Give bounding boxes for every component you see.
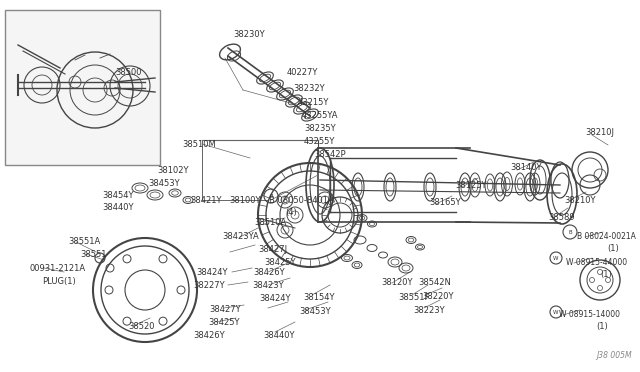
Text: 38426Y: 38426Y: [253, 268, 285, 277]
Text: 38210J: 38210J: [585, 128, 614, 137]
Text: 38520: 38520: [128, 322, 154, 331]
Text: 00931-2121A: 00931-2121A: [30, 264, 86, 273]
Text: 38551: 38551: [80, 250, 106, 259]
Text: 38510A: 38510A: [254, 218, 286, 227]
Text: (1): (1): [607, 244, 619, 253]
Text: 38424Y: 38424Y: [259, 294, 291, 303]
Text: 38589: 38589: [548, 213, 575, 222]
Text: 38510M: 38510M: [182, 140, 216, 149]
Text: W 08915-44000: W 08915-44000: [566, 258, 627, 267]
Text: 40227Y: 40227Y: [287, 68, 318, 77]
Text: J38 005M: J38 005M: [596, 351, 632, 360]
Text: 38425Y: 38425Y: [264, 258, 296, 267]
Text: (1): (1): [596, 322, 608, 331]
Text: 38102Y: 38102Y: [157, 166, 189, 175]
Text: 38427J: 38427J: [258, 245, 287, 254]
Text: 38120Y: 38120Y: [381, 278, 413, 287]
Text: 38542N: 38542N: [418, 278, 451, 287]
Text: W: W: [553, 256, 559, 260]
Text: W: W: [553, 310, 559, 314]
Text: 38500: 38500: [115, 68, 141, 77]
Text: 38100Y: 38100Y: [229, 196, 260, 205]
Text: 38165Y: 38165Y: [429, 198, 461, 207]
Text: 43255YA: 43255YA: [302, 111, 339, 120]
Text: W 08915-14000: W 08915-14000: [559, 310, 620, 319]
Text: 38440Y: 38440Y: [263, 331, 294, 340]
Text: 38210Y: 38210Y: [564, 196, 595, 205]
Text: B: B: [269, 193, 273, 199]
Text: 38425Y: 38425Y: [208, 318, 239, 327]
Text: B: B: [568, 230, 572, 234]
Text: 38453Y: 38453Y: [299, 307, 331, 316]
Text: (4): (4): [285, 208, 297, 217]
Text: B 08024-0021A: B 08024-0021A: [577, 232, 636, 241]
Text: 38453Y: 38453Y: [148, 179, 180, 188]
Text: 43255Y: 43255Y: [304, 137, 335, 146]
Text: PLUG(1): PLUG(1): [42, 277, 76, 286]
Text: 38427Y: 38427Y: [209, 305, 241, 314]
Text: 38227Y: 38227Y: [193, 281, 225, 290]
Text: 38220Y: 38220Y: [422, 292, 454, 301]
Text: 38542P: 38542P: [314, 150, 346, 159]
Text: (1): (1): [600, 270, 612, 279]
Text: 38154Y: 38154Y: [303, 293, 335, 302]
Text: 38140Y: 38140Y: [510, 163, 541, 172]
Text: 38424Y: 38424Y: [196, 268, 227, 277]
Text: 38125Y: 38125Y: [455, 181, 486, 190]
Bar: [5, 10, 160, 165]
Text: 38230Y: 38230Y: [233, 30, 264, 39]
Text: 38454Y: 38454Y: [102, 191, 134, 200]
Text: 38421Y: 38421Y: [190, 196, 221, 205]
Text: 38440Y: 38440Y: [102, 203, 134, 212]
Text: 38551F: 38551F: [398, 293, 429, 302]
Text: 38426Y: 38426Y: [193, 331, 225, 340]
Text: 38232Y: 38232Y: [293, 84, 324, 93]
Text: 38223Y: 38223Y: [413, 306, 445, 315]
Text: B 08050-8401A: B 08050-8401A: [269, 196, 333, 205]
Text: 38551A: 38551A: [68, 237, 100, 246]
Text: 38423Y: 38423Y: [252, 281, 284, 290]
Text: 38235Y: 38235Y: [304, 124, 335, 133]
Text: 38423YA: 38423YA: [222, 232, 259, 241]
Text: 43215Y: 43215Y: [298, 98, 330, 107]
